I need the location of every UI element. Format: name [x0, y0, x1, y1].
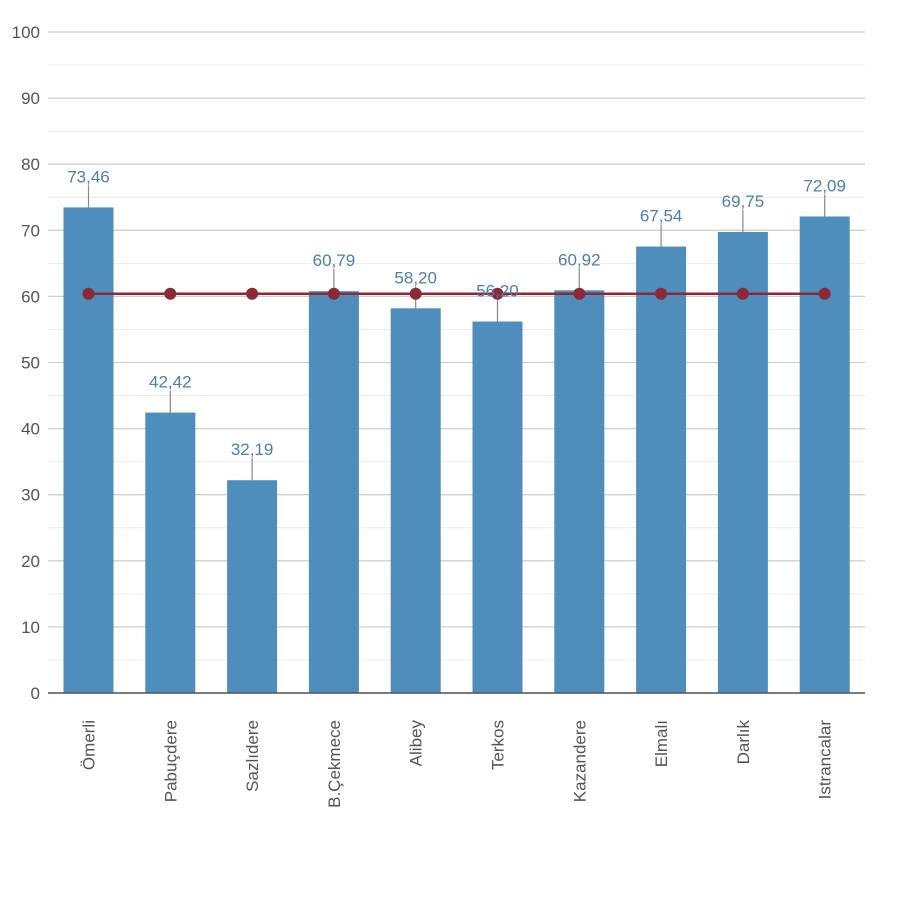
x-tick-label: Pabuçdere [161, 720, 180, 802]
y-tick-label: 80 [21, 155, 40, 174]
line-point [409, 287, 422, 300]
line-point [491, 287, 504, 300]
y-tick-label: 0 [31, 684, 40, 703]
line-point [327, 287, 340, 300]
data-label: 32,19 [231, 440, 274, 459]
bars [63, 207, 850, 694]
bar-8 [717, 231, 768, 693]
data-label: 72,09 [803, 176, 846, 195]
x-tick-label: B.Çekmece [325, 720, 344, 808]
line-point [246, 287, 259, 300]
y-tick-label: 30 [21, 486, 40, 505]
data-label: 69,75 [722, 192, 765, 211]
line-point [164, 287, 177, 300]
line-point [655, 287, 668, 300]
line-point [82, 287, 95, 300]
data-label: 60,92 [558, 250, 601, 269]
bar-0 [63, 207, 114, 694]
x-tick-label: Kazandere [570, 720, 589, 802]
bar-3 [308, 291, 359, 693]
data-label: 42,42 [149, 373, 192, 392]
bar-5 [472, 321, 523, 693]
x-axis-ticks: Ömerli Pabuçdere Sazlıdere B.Çekmece Alibey T… [80, 720, 835, 808]
line-series [82, 287, 831, 300]
y-tick-label: 70 [21, 221, 40, 240]
y-tick-label: 10 [21, 618, 40, 637]
x-tick-label: Terkos [489, 720, 508, 770]
data-label: 58,20 [394, 268, 437, 287]
line-point [573, 287, 586, 300]
line-point [736, 287, 749, 300]
data-label: 67,54 [640, 207, 683, 226]
y-tick-label: 50 [21, 354, 40, 373]
label-leaders [87, 185, 826, 481]
data-label: 56,20 [476, 282, 519, 301]
data-labels: 73,46 42,42 32,19 60,79 58,20 56,20 60,92 67,54… [67, 167, 846, 459]
y-axis-ticks: 0 10 20 30 40 50 60 70 80 90 100 [12, 23, 40, 703]
bar-7 [636, 246, 687, 693]
line-point [818, 287, 831, 300]
bar-2 [227, 480, 278, 693]
y-tick-label: 40 [21, 420, 40, 439]
x-tick-label: Elmalı [652, 720, 671, 767]
x-tick-label: Ömerli [80, 720, 99, 770]
data-label: 60,79 [313, 251, 356, 270]
y-tick-label: 60 [21, 287, 40, 306]
data-label: 73,46 [67, 167, 110, 186]
y-tick-label: 90 [21, 89, 40, 108]
y-tick-label: 20 [21, 552, 40, 571]
x-tick-label: Alibey [407, 720, 426, 767]
x-tick-label: Sazlıdere [243, 720, 262, 792]
x-tick-label: Istrancalar [816, 720, 835, 800]
y-tick-label: 100 [12, 23, 40, 42]
bar-4 [390, 308, 441, 693]
x-tick-label: Darlık [734, 720, 753, 765]
bar-6 [554, 290, 605, 693]
bar-1 [145, 412, 196, 693]
